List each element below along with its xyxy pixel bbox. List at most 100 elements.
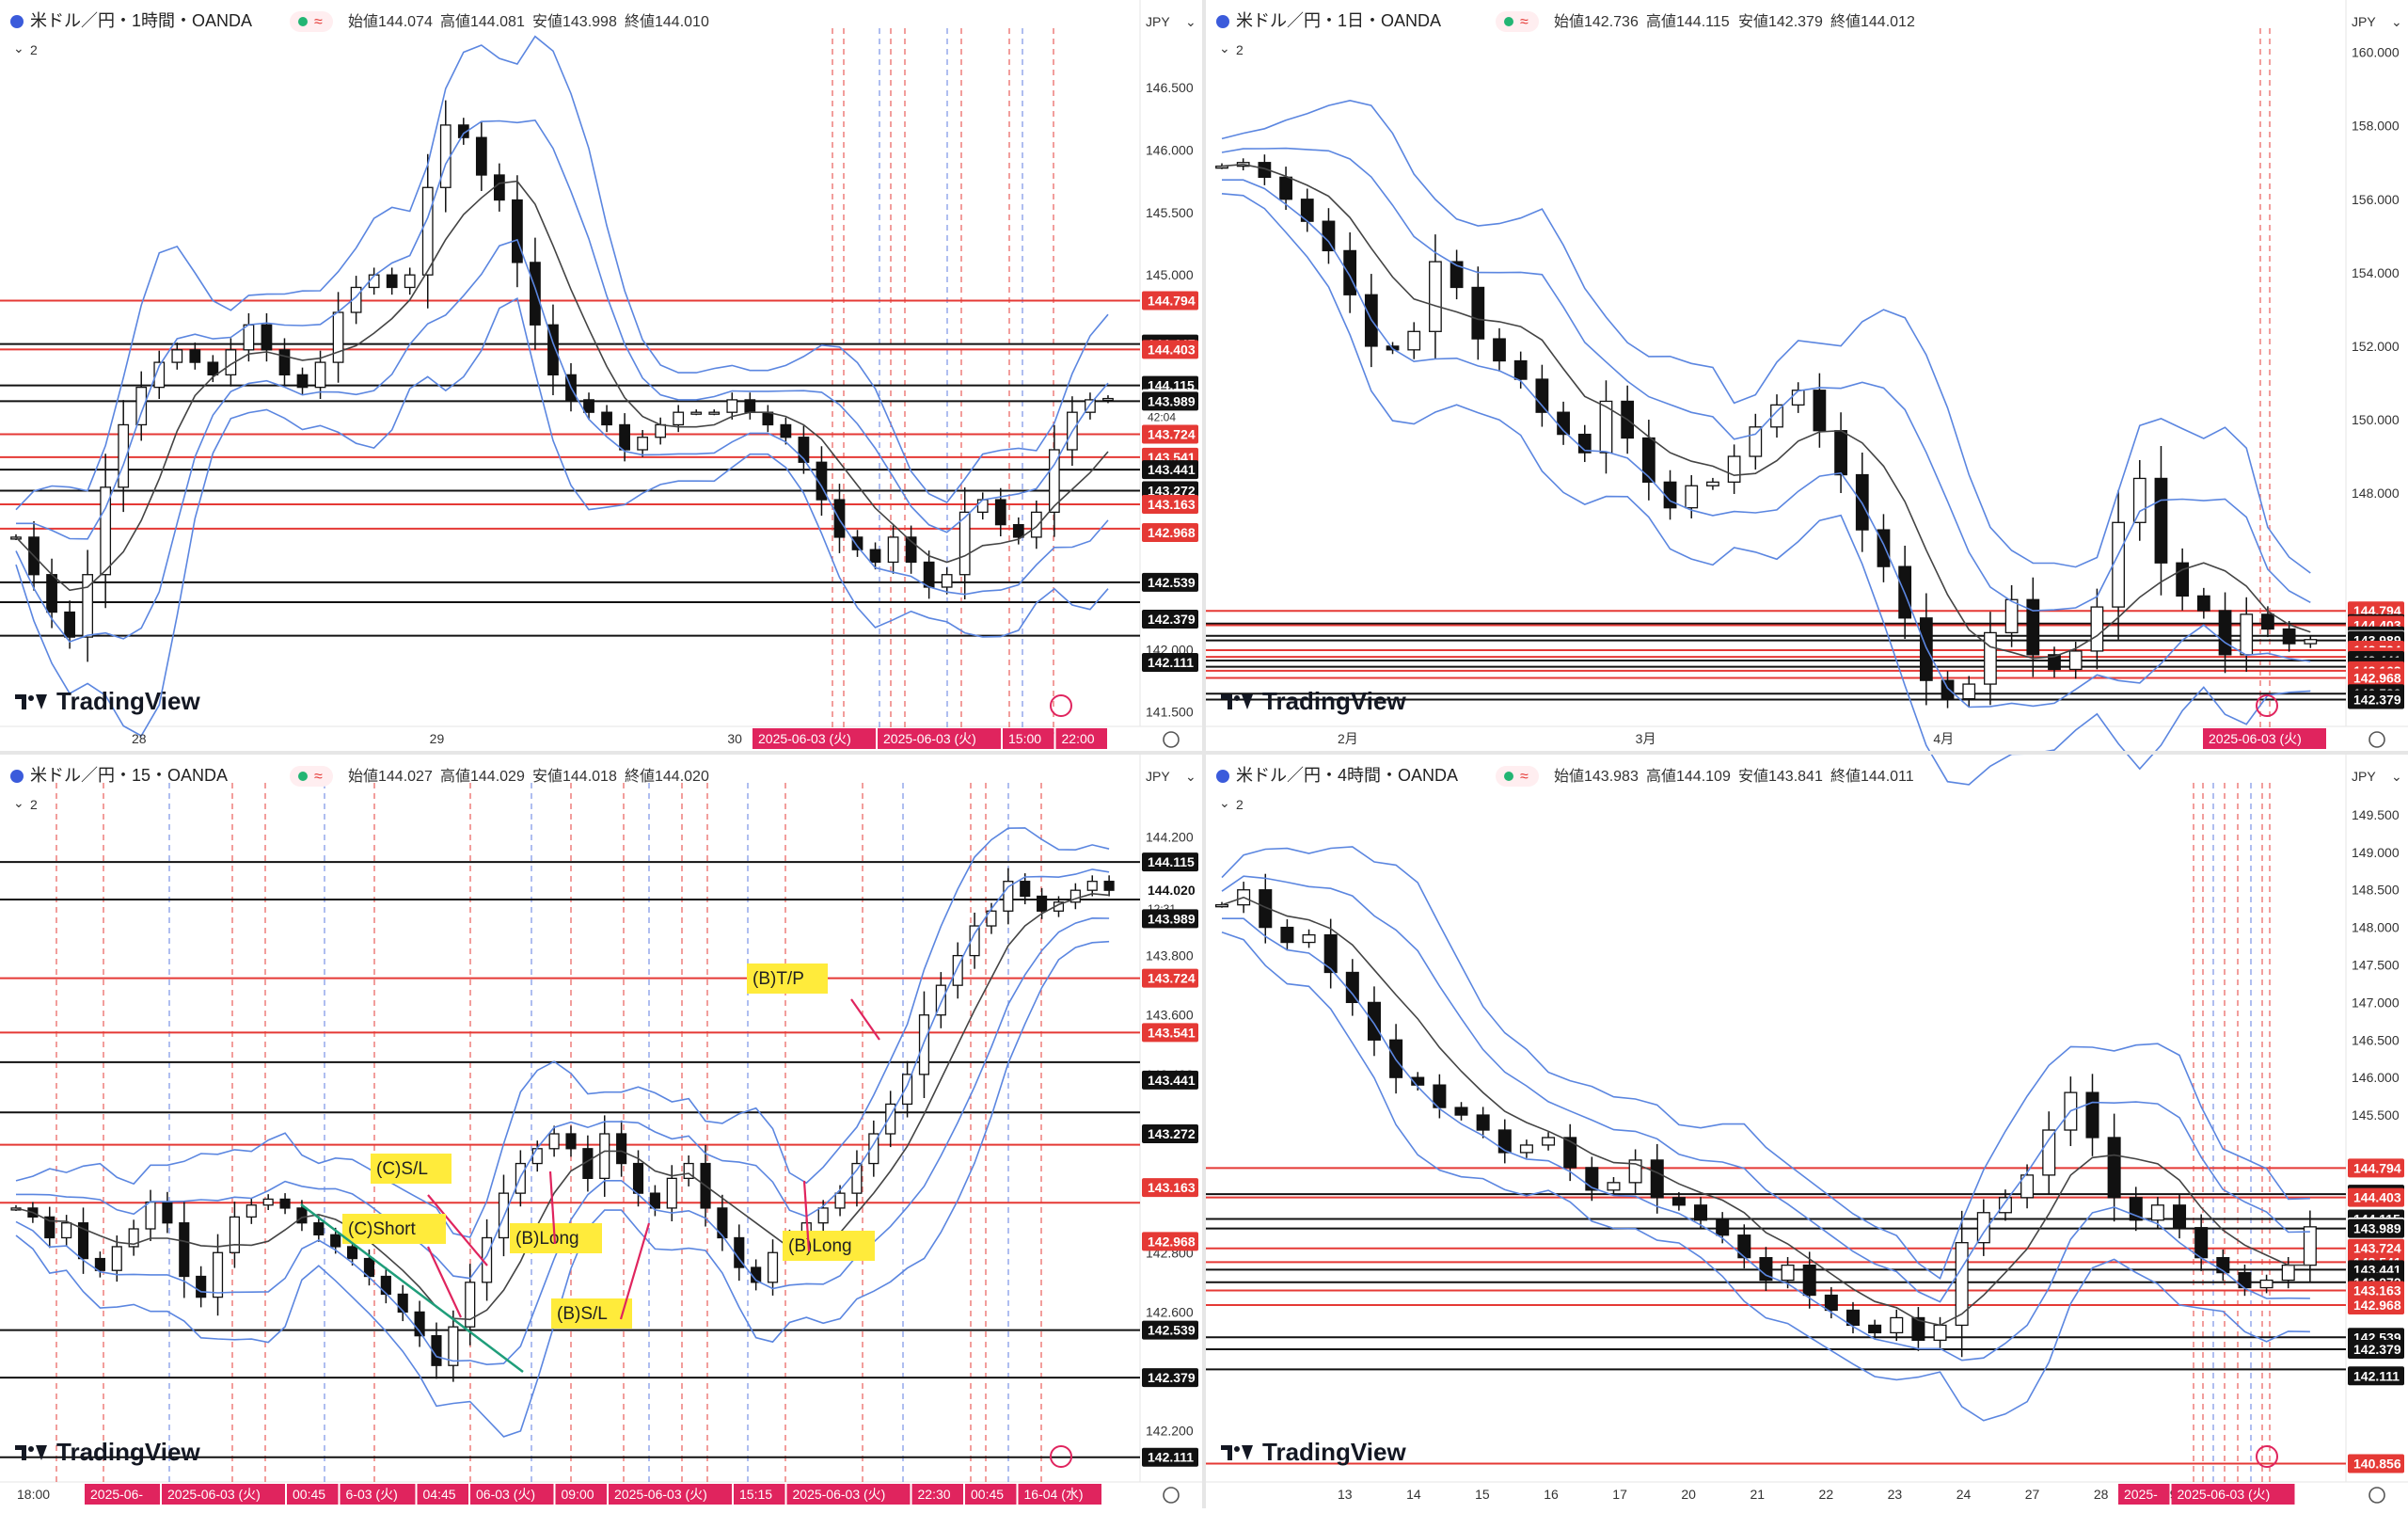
currency-chevron-icon[interactable]: ⌄ — [2391, 14, 2402, 29]
currency-chevron-icon[interactable]: ⌄ — [1185, 769, 1196, 784]
price-level-tag[interactable]: 143.441 — [1142, 460, 1198, 480]
chart-panel-1[interactable]: 146.500146.000145.500145.000142.000141.5… — [0, 0, 1202, 749]
price-level-tag[interactable]: 143.989 — [2348, 1218, 2404, 1238]
panel-divider-horizontal[interactable] — [0, 751, 2408, 755]
indicators-toggle-icon[interactable]: ⌄ — [1219, 40, 1230, 56]
price-level-tag[interactable]: 143.989 — [1142, 391, 1198, 411]
price-level-tag[interactable]: 143.163 — [1142, 1178, 1198, 1198]
price-level-tag[interactable]: 140.856 — [2348, 1454, 2404, 1473]
status-pill[interactable] — [1496, 766, 1539, 787]
indicators-toggle-icon[interactable]: ⌄ — [13, 795, 24, 810]
price-level-tag[interactable]: 143.724 — [1142, 968, 1198, 988]
status-pill[interactable] — [290, 766, 333, 787]
indicators-toggle-icon[interactable]: ⌄ — [1219, 795, 1230, 810]
price-level-tag[interactable]: 143.163 — [1142, 495, 1198, 515]
price-level-tag[interactable]: 144.115 — [1142, 852, 1198, 872]
currency-chevron-icon[interactable]: ⌄ — [2391, 769, 2402, 784]
currency-chevron-icon[interactable]: ⌄ — [1185, 14, 1196, 29]
time-tag[interactable]: 2025-06-03 (火) — [2203, 728, 2326, 749]
price-level-tag[interactable]: 143.272 — [1142, 1124, 1198, 1143]
time-tag[interactable]: 2025-06-03 (火) — [2171, 1484, 2295, 1505]
symbol-title[interactable]: 米ドル／円・4時間・OANDA — [1236, 766, 1458, 785]
time-tag[interactable]: 2025-06- — [85, 1484, 160, 1505]
chart-panel-2[interactable]: 160.000 158.000 156.000 154.000 152.000 150.0… — [1206, 0, 2408, 786]
indicator-count[interactable]: 2 — [30, 797, 38, 812]
time-tag[interactable]: 09:00 — [555, 1484, 608, 1505]
trend-line[interactable] — [300, 1203, 524, 1373]
price-level-tag[interactable]: 143.441 — [1142, 1070, 1198, 1090]
currency-selector[interactable]: JPY — [1146, 769, 1170, 784]
price-level-tag[interactable]: 143.724 — [1142, 424, 1198, 444]
trade-annotation[interactable]: (B)S/L — [551, 1222, 651, 1329]
lightning-alert-icon[interactable] — [2256, 1445, 2278, 1468]
status-pill[interactable] — [1496, 11, 1539, 32]
price-level-tag[interactable]: 143.163 — [2348, 1281, 2404, 1300]
time-axis-label: 15 — [1475, 1487, 1490, 1502]
price-level-tag[interactable]: 142.111 — [1142, 653, 1198, 672]
price-level-tag[interactable]: 144.403 — [2348, 1187, 2404, 1207]
chart-panel-3[interactable]: 144.200143.800143.600143.400142.800142.6… — [0, 755, 1202, 1505]
time-tag[interactable]: 06-03 (火) — [470, 1484, 554, 1505]
symbol-title[interactable]: 米ドル／円・1日・OANDA — [1236, 11, 1441, 30]
time-tag[interactable]: 2025-06-03 (火) — [878, 728, 1001, 749]
settings-gear-icon[interactable] — [1163, 731, 1180, 748]
status-pill[interactable] — [290, 11, 333, 32]
price-level-tag[interactable]: 142.379 — [1142, 610, 1198, 629]
trade-annotation[interactable]: (B)T/P — [747, 964, 880, 1041]
lightning-alert-icon[interactable] — [1050, 1445, 1072, 1468]
time-tag[interactable]: 00:45 — [287, 1484, 339, 1505]
time-tag[interactable]: 00:45 — [965, 1484, 1017, 1505]
time-tag[interactable]: 2025-06-03 (火) — [609, 1484, 732, 1505]
price-level-tag[interactable]: 142.539 — [1142, 1320, 1198, 1340]
time-tag[interactable]: 15:00 — [1003, 728, 1054, 749]
time-tag[interactable]: 2025-06-03 (火) — [786, 1484, 911, 1505]
time-tag[interactable]: 6-03 (火) — [340, 1484, 416, 1505]
trade-annotation[interactable]: (B)Long — [783, 1180, 875, 1261]
price-level-tag[interactable]: 142.379 — [2348, 690, 2404, 709]
price-level-tag[interactable]: 142.968 — [1142, 1232, 1198, 1251]
indicator-count[interactable]: 2 — [30, 42, 38, 57]
ohlc-open: 始値144.027 — [348, 768, 433, 785]
price-level-tag[interactable]: 142.379 — [2348, 1340, 2404, 1360]
time-tag[interactable]: 2025-06-03 (火) — [752, 728, 876, 749]
time-tag[interactable]: 16-04 (水) — [1018, 1484, 1102, 1505]
symbol-title[interactable]: 米ドル／円・15・OANDA — [30, 766, 228, 785]
time-tag[interactable]: 22:00 — [1055, 728, 1108, 749]
price-level-tag[interactable]: 144.794 — [1142, 291, 1198, 311]
indicators-toggle-icon[interactable]: ⌄ — [13, 40, 24, 56]
symbol-title[interactable]: 米ドル／円・1時間・OANDA — [30, 11, 252, 30]
settings-gear-icon[interactable] — [2368, 731, 2385, 748]
time-tag-label: 22:30 — [918, 1487, 951, 1502]
price-level-tag[interactable]: 143.541 — [1142, 1023, 1198, 1043]
lightning-alert-icon[interactable] — [2256, 694, 2278, 717]
indicator-count[interactable]: 2 — [1236, 42, 1244, 57]
time-tag[interactable]: 04:45 — [417, 1484, 469, 1505]
time-tag[interactable]: 22:30 — [911, 1484, 964, 1505]
price-level-tag[interactable]: 142.379 — [1142, 1368, 1198, 1388]
settings-gear-icon[interactable] — [1163, 1487, 1180, 1504]
price-level-tag[interactable]: 144.403 — [1142, 340, 1198, 359]
currency-selector[interactable]: JPY — [2352, 14, 2376, 29]
candle — [1824, 1294, 1838, 1312]
trade-annotation[interactable]: (C)Short — [342, 1214, 462, 1318]
time-tag[interactable]: 15:15 — [734, 1484, 785, 1505]
price-level-tag[interactable]: 144.794 — [2348, 1158, 2404, 1178]
currency-selector[interactable]: JPY — [2352, 769, 2376, 784]
price-level-tag[interactable]: 143.989 — [1142, 909, 1198, 929]
currency-selector[interactable]: JPY — [1146, 14, 1170, 29]
price-level-tag[interactable]: 142.539 — [1142, 572, 1198, 592]
settings-gear-icon[interactable] — [2368, 1487, 2385, 1504]
price-level-tag[interactable]: 142.968 — [2348, 1296, 2404, 1315]
trade-annotation[interactable]: (C)S/L — [371, 1154, 488, 1266]
time-tag[interactable]: 2025-06-03 (火) — [162, 1484, 285, 1505]
indicator-count[interactable]: 2 — [1236, 797, 1244, 812]
time-tag[interactable]: 2025- — [2118, 1484, 2170, 1505]
price-level-tag[interactable]: 142.968 — [1142, 523, 1198, 542]
chart-panel-4[interactable]: 149.500 149.000 148.500 148.000 147.500 147.0… — [1206, 755, 2408, 1505]
price-level-tag[interactable]: 142.968 — [2348, 668, 2404, 688]
trade-annotation[interactable]: (B)Long — [510, 1171, 602, 1253]
price-level-tag[interactable]: 142.111 — [2348, 1366, 2404, 1386]
lightning-alert-icon[interactable] — [1050, 694, 1072, 717]
price-level-tag[interactable]: 142.111 — [1142, 1447, 1198, 1467]
